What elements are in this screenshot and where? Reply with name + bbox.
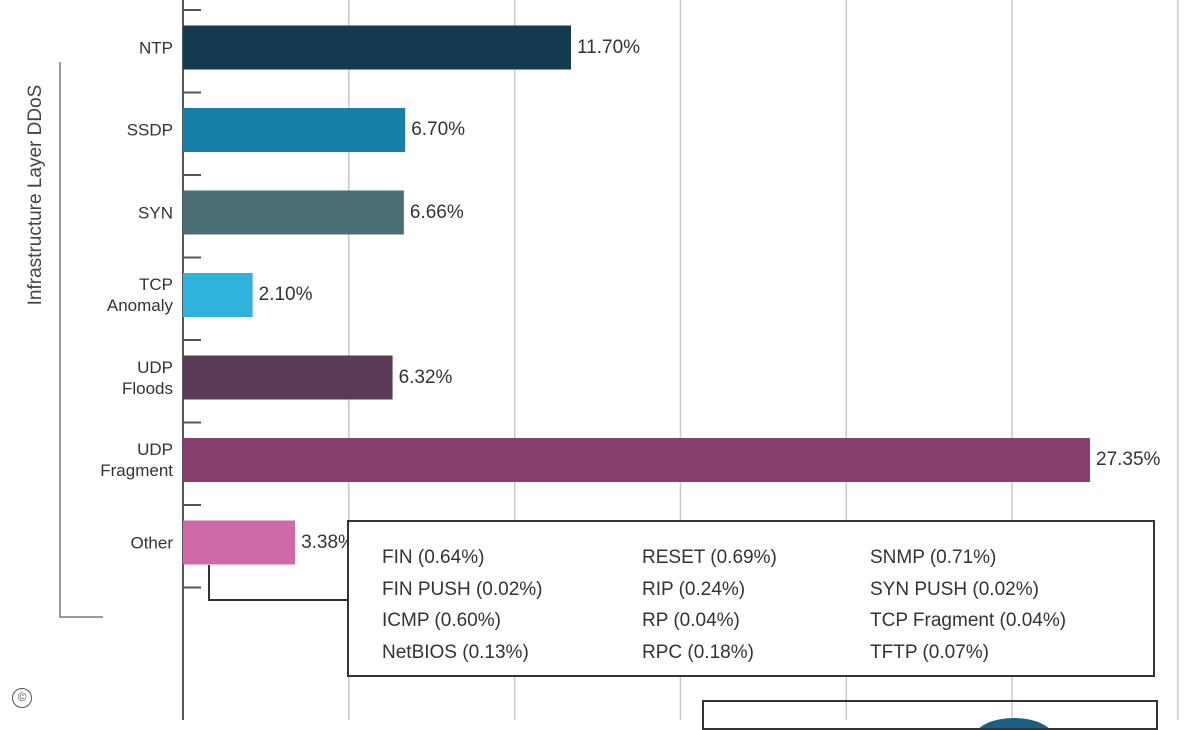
data-label: 6.70% <box>411 119 466 140</box>
other-item: NetBIOS (0.13%) <box>382 641 529 663</box>
category-label: SSDP <box>126 120 173 140</box>
cropped-legend-box <box>702 700 1158 730</box>
category-label: NTP <box>139 38 173 57</box>
category-label: Other <box>130 533 173 552</box>
data-label: 2.10% <box>258 284 313 305</box>
bar <box>183 190 404 235</box>
bar <box>183 438 1090 482</box>
other-item: FIN PUSH (0.02%) <box>382 578 543 600</box>
other-item: RP (0.04%) <box>642 610 740 631</box>
data-label: 3.38% <box>301 531 355 553</box>
data-label: 27.35% <box>1096 449 1161 470</box>
copyright-icon: © <box>12 688 32 708</box>
other-item: ICMP (0.60%) <box>382 610 501 631</box>
other-column-3: SNMP (0.71%) SYN PUSH (0.02%) TCP Fragme… <box>870 542 1066 668</box>
data-label: 6.32% <box>398 366 453 388</box>
category-label: UDP Floods <box>121 357 173 398</box>
other-column-1: FIN (0.64%) FIN PUSH (0.02%) ICMP (0.60%… <box>382 542 542 668</box>
category-label: TCP Anomaly <box>106 275 173 315</box>
other-connector <box>208 565 348 601</box>
data-label: 6.66% <box>409 201 464 223</box>
other-item: RESET (0.69%) <box>642 547 777 568</box>
bars <box>183 25 1090 565</box>
bar <box>183 25 572 70</box>
other-item: RPC (0.18%) <box>642 641 754 663</box>
bar <box>183 108 406 152</box>
bar <box>183 355 393 400</box>
other-item: FIN (0.64%) <box>382 547 485 568</box>
bar <box>183 273 253 317</box>
other-item: TCP Fragment (0.04%) <box>870 610 1067 631</box>
other-column-2: RESET (0.69%) RIP (0.24%) RP (0.04%) RPC… <box>642 542 777 668</box>
other-breakdown-box: FIN (0.64%) FIN PUSH (0.02%) ICMP (0.60%… <box>347 520 1155 677</box>
other-item: RIP (0.24%) <box>642 578 746 600</box>
other-item: SNMP (0.71%) <box>870 547 997 568</box>
other-item: TFTP (0.07%) <box>870 641 989 663</box>
bar <box>183 520 296 565</box>
y-axis-title: Infrastructure Layer DDoS <box>25 84 46 306</box>
category-label: SYN <box>138 203 173 222</box>
other-item: SYN PUSH (0.02%) <box>870 578 1039 600</box>
category-label: UDP Fragment <box>100 440 173 480</box>
data-label: 11.70% <box>577 36 641 58</box>
group-bracket <box>59 62 103 618</box>
